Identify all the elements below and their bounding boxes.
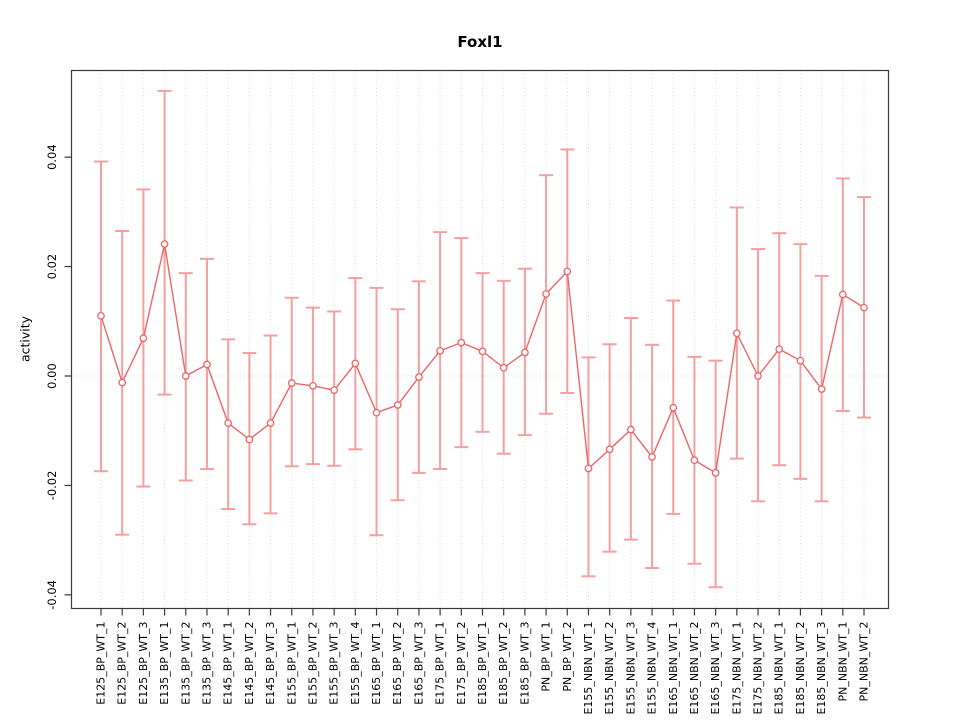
data-point xyxy=(330,386,338,395)
data-point xyxy=(203,360,211,369)
x-tick-label: E145_BP_WT_3 xyxy=(264,622,277,705)
x-tick-label: E125_BP_WT_3 xyxy=(137,622,150,705)
x-tick-label: E155_BP_WT_3 xyxy=(328,622,341,705)
x-tick-label: E135_BP_WT_1 xyxy=(158,622,171,705)
data-point xyxy=(415,373,423,381)
x-tick-label: PN_NBN_WT_1 xyxy=(836,622,849,702)
x-tick-label: E155_BP_WT_2 xyxy=(306,622,319,705)
x-tick-label: E155_BP_WT_1 xyxy=(285,622,298,705)
x-tick-label: E125_BP_WT_1 xyxy=(95,622,108,705)
y-tick-label: -0.04 xyxy=(45,580,59,610)
plot-border xyxy=(70,69,890,610)
x-tick-label: E155_NBN_WT_4 xyxy=(646,622,659,715)
data-point xyxy=(309,381,317,390)
data-point xyxy=(372,408,381,417)
data-point xyxy=(860,303,868,312)
data-point xyxy=(224,419,233,427)
data-point xyxy=(669,403,678,412)
x-tick-label: PN_NBN_WT_2 xyxy=(858,622,871,702)
data-point xyxy=(775,345,784,354)
data-point xyxy=(732,329,741,338)
x-tick-label: E135_BP_WT_2 xyxy=(179,622,192,705)
x-tick-label: E185_BP_WT_2 xyxy=(497,622,510,705)
x-tick-label: E165_NBN_WT_2 xyxy=(688,622,701,715)
data-point xyxy=(754,372,762,380)
x-tick-label: E145_BP_WT_2 xyxy=(243,622,256,705)
data-point xyxy=(478,347,487,356)
x-tick-label: E125_BP_WT_2 xyxy=(116,622,129,705)
data-point xyxy=(118,378,127,387)
data-point xyxy=(499,363,508,372)
y-tick-label: -0.02 xyxy=(45,471,59,501)
data-point xyxy=(266,419,275,427)
data-point xyxy=(287,379,296,387)
data-point xyxy=(796,356,805,365)
x-tick-label: E155_NBN_WT_1 xyxy=(582,622,595,715)
x-tick-label: E175_BP_WT_1 xyxy=(434,622,447,705)
data-point xyxy=(627,425,635,434)
x-tick-label: E175_NBN_WT_2 xyxy=(752,622,765,715)
x-tick-label: E185_BP_WT_1 xyxy=(476,622,489,705)
x-tick-label: E165_BP_WT_3 xyxy=(412,622,425,705)
data-point xyxy=(542,290,550,298)
data-point xyxy=(838,290,847,299)
data-point xyxy=(711,469,720,477)
data-point xyxy=(690,456,699,465)
x-tick-label: E135_BP_WT_3 xyxy=(200,622,213,705)
data-point xyxy=(436,346,444,355)
data-point xyxy=(351,359,360,368)
x-tick-label: PN_BP_WT_1 xyxy=(540,622,553,692)
x-tick-label: E165_NBN_WT_3 xyxy=(709,622,722,715)
x-tick-label: E175_BP_WT_2 xyxy=(455,622,468,705)
data-point xyxy=(563,267,572,276)
data-point xyxy=(181,372,190,380)
data-point xyxy=(393,401,402,409)
x-tick-label: E185_BP_WT_3 xyxy=(518,622,531,705)
x-tick-label: E155_NBN_WT_2 xyxy=(603,622,616,715)
data-point xyxy=(97,311,105,320)
data-point xyxy=(160,240,169,248)
data-point xyxy=(605,445,614,454)
data-point xyxy=(817,385,826,393)
data-point xyxy=(584,464,593,473)
x-tick-label: E165_BP_WT_1 xyxy=(370,622,383,705)
y-tick-label: 0.04 xyxy=(45,144,59,170)
x-tick-label: PN_BP_WT_2 xyxy=(561,622,574,692)
x-tick-label: E185_NBN_WT_3 xyxy=(815,622,828,715)
data-point xyxy=(648,453,656,461)
x-tick-label: E185_NBN_WT_1 xyxy=(773,622,786,715)
x-tick-label: E155_NBN_WT_3 xyxy=(624,622,637,715)
x-tick-label: E145_BP_WT_1 xyxy=(222,622,235,705)
x-tick-label: E185_NBN_WT_2 xyxy=(794,622,807,715)
x-tick-label: E165_NBN_WT_1 xyxy=(667,622,680,715)
data-point xyxy=(245,435,254,444)
data-point xyxy=(139,334,148,343)
x-tick-label: E165_BP_WT_2 xyxy=(391,622,404,705)
x-tick-label: E175_NBN_WT_1 xyxy=(730,622,743,715)
y-tick-label: 0.00 xyxy=(45,363,59,389)
data-point xyxy=(521,348,529,357)
data-point xyxy=(457,338,466,347)
y-tick-label: 0.02 xyxy=(45,254,59,280)
chart-title: Foxl1 xyxy=(457,33,503,51)
x-tick-label: E155_BP_WT_4 xyxy=(349,622,362,705)
